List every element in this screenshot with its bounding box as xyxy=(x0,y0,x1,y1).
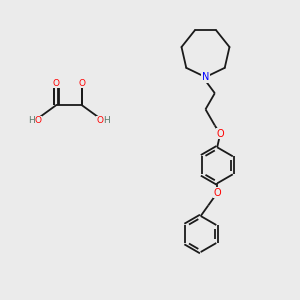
Text: H: H xyxy=(28,116,35,125)
Text: O: O xyxy=(213,188,221,198)
Text: O: O xyxy=(78,79,85,88)
Text: O: O xyxy=(34,116,41,125)
Text: O: O xyxy=(216,129,224,139)
Text: N: N xyxy=(202,72,209,82)
Text: O: O xyxy=(53,79,60,88)
Text: H: H xyxy=(103,116,110,125)
Text: O: O xyxy=(97,116,104,125)
